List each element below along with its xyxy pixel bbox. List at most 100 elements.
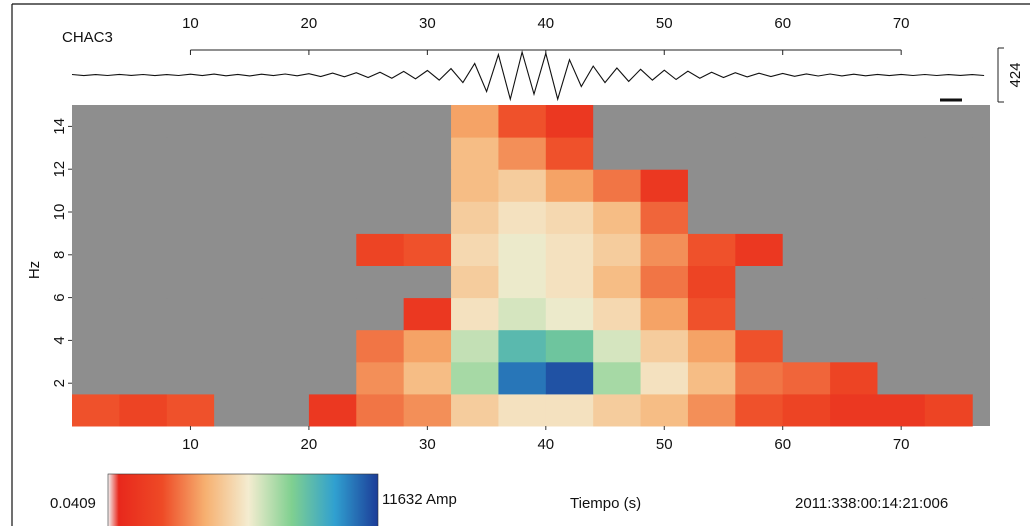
x-tick-label: 40 xyxy=(537,436,554,453)
heatmap-cell xyxy=(356,297,405,331)
heatmap-cell xyxy=(924,393,973,427)
heatmap-cell xyxy=(877,105,926,138)
heatmap-cell xyxy=(735,297,784,331)
heatmap-cell xyxy=(545,201,594,234)
x-tick-label: 20 xyxy=(301,436,318,453)
heatmap-cell xyxy=(214,329,263,363)
heatmap-cell xyxy=(214,297,263,331)
heatmap-cell xyxy=(545,169,594,202)
heatmap-cell xyxy=(830,361,878,395)
y-tick-label: 4 xyxy=(51,336,68,344)
top-tick-label: 40 xyxy=(537,15,554,32)
heatmap-cell xyxy=(451,297,499,331)
heatmap-cell xyxy=(830,201,878,234)
heatmap-cell xyxy=(782,265,831,299)
heatmap-cell xyxy=(261,329,310,363)
heatmap-cell xyxy=(119,297,168,331)
heatmap-cell xyxy=(830,169,878,202)
heatmap-cell xyxy=(308,201,357,234)
heatmap-cell xyxy=(166,361,215,395)
heatmap-cell xyxy=(261,201,310,234)
heatmap-cell xyxy=(593,361,642,395)
heatmap-cell xyxy=(782,297,831,331)
heatmap-cell xyxy=(119,169,168,202)
heatmap-cell xyxy=(308,265,357,299)
y-tick-label: 2 xyxy=(51,379,68,387)
heatmap-cell xyxy=(72,201,120,234)
heatmap-cell xyxy=(545,265,594,299)
heatmap-cell xyxy=(72,361,120,395)
heatmap-cell xyxy=(72,137,120,170)
heatmap-cell xyxy=(498,137,547,170)
heatmap-cell xyxy=(119,137,168,170)
heatmap-cell xyxy=(498,329,547,363)
heatmap-cell xyxy=(166,137,215,170)
heatmap-cell xyxy=(261,169,310,202)
heatmap-cell xyxy=(451,137,499,170)
heatmap-cell xyxy=(593,393,642,427)
heatmap-cell xyxy=(877,265,926,299)
heatmap-cell xyxy=(782,137,831,170)
heatmap-cell xyxy=(214,233,263,266)
heatmap-cell xyxy=(308,297,357,331)
colorbar xyxy=(107,473,379,526)
heatmap-cell xyxy=(72,329,120,363)
y-tick-label: 14 xyxy=(51,118,68,135)
heatmap-cell xyxy=(403,105,452,138)
heatmap-cell xyxy=(687,169,736,202)
heatmap-cell xyxy=(308,393,357,427)
heatmap-cell xyxy=(451,361,499,395)
x-tick-label: 50 xyxy=(656,436,673,453)
heatmap-cell xyxy=(640,297,689,331)
heatmap-cell xyxy=(451,201,499,234)
heatmap-cell xyxy=(498,201,547,234)
heatmap-cell xyxy=(261,297,310,331)
heatmap-cell xyxy=(830,393,878,427)
heatmap-cell xyxy=(119,105,168,138)
heatmap-cell xyxy=(451,233,499,266)
y-tick-label: 10 xyxy=(51,204,68,221)
heatmap-cell xyxy=(640,329,689,363)
heatmap-cell xyxy=(593,265,642,299)
heatmap-cell xyxy=(498,361,547,395)
heatmap-cell xyxy=(403,265,452,299)
heatmap-cell xyxy=(498,393,547,427)
heatmap-cell xyxy=(545,137,594,170)
heatmap-cell xyxy=(72,265,120,299)
heatmap-cell xyxy=(640,393,689,427)
trace-scale-label: 424 xyxy=(1007,62,1024,87)
heatmap-cell xyxy=(261,361,310,395)
heatmap-cell xyxy=(640,265,689,299)
heatmap-cell xyxy=(877,233,926,266)
heatmap-cell xyxy=(877,201,926,234)
heatmap-cell xyxy=(593,137,642,170)
heatmap-cell xyxy=(214,361,263,395)
heatmap-cell xyxy=(451,329,499,363)
heatmap-cell xyxy=(782,105,831,138)
heatmap-cell xyxy=(308,233,357,266)
heatmap-cell xyxy=(735,169,784,202)
heatmap-cell xyxy=(830,297,878,331)
heatmap-cell xyxy=(735,393,784,427)
heatmap-cell xyxy=(924,137,973,170)
heatmap-cell xyxy=(166,329,215,363)
heatmap-cell xyxy=(356,169,405,202)
heatmap-cell xyxy=(214,265,263,299)
heatmap-cell xyxy=(498,297,547,331)
heatmap-cell xyxy=(356,105,405,138)
heatmap-cell xyxy=(640,361,689,395)
heatmap-cell xyxy=(687,265,736,299)
heatmap-cell xyxy=(687,137,736,170)
heatmap-cell xyxy=(593,233,642,266)
heatmap-cell xyxy=(877,169,926,202)
heatmap-cell xyxy=(830,105,878,138)
heatmap-cell xyxy=(166,265,215,299)
x-tick-label: 70 xyxy=(893,436,910,453)
heatmap-cell xyxy=(498,265,547,299)
heatmap-cell xyxy=(735,233,784,266)
x-tick-label: 60 xyxy=(774,436,791,453)
heatmap-cell xyxy=(877,393,926,427)
heatmap-cell xyxy=(214,201,263,234)
heatmap-cell xyxy=(545,233,594,266)
heatmap-cell xyxy=(403,393,452,427)
